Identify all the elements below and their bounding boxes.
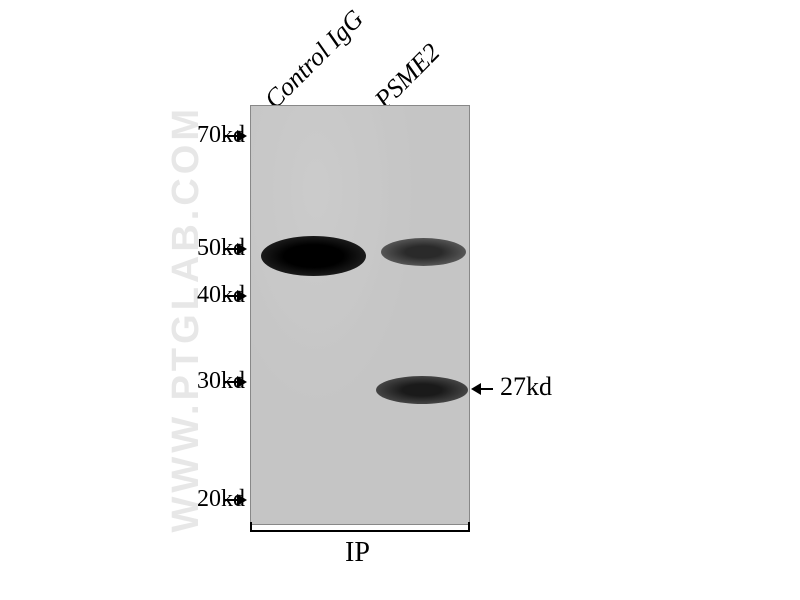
target-arrow-icon	[473, 388, 493, 390]
lane2-label: PSME2	[369, 38, 446, 115]
band-psme2-27kd	[376, 376, 468, 404]
marker-arrow-30	[225, 381, 245, 383]
marker-arrow-40	[225, 295, 245, 297]
blot-membrane	[250, 105, 470, 525]
band-psme2-50kd	[381, 238, 466, 266]
ip-label: IP	[345, 537, 370, 569]
watermark-text: WWW.PTGLAB.COM	[165, 105, 208, 532]
marker-arrow-50	[225, 248, 245, 250]
bracket-line	[250, 530, 470, 532]
ip-bracket	[250, 530, 470, 532]
western-blot-figure: WWW.PTGLAB.COM Control IgG PSME2 70kd 50…	[80, 20, 720, 580]
target-band-label: 27kd	[500, 372, 552, 402]
marker-arrow-70	[225, 135, 245, 137]
bracket-tick-right	[468, 522, 470, 530]
lane1-label: Control IgG	[259, 4, 370, 115]
band-control-igg-50kd	[261, 236, 366, 276]
bracket-tick-left	[250, 522, 252, 530]
marker-arrow-20	[225, 499, 245, 501]
